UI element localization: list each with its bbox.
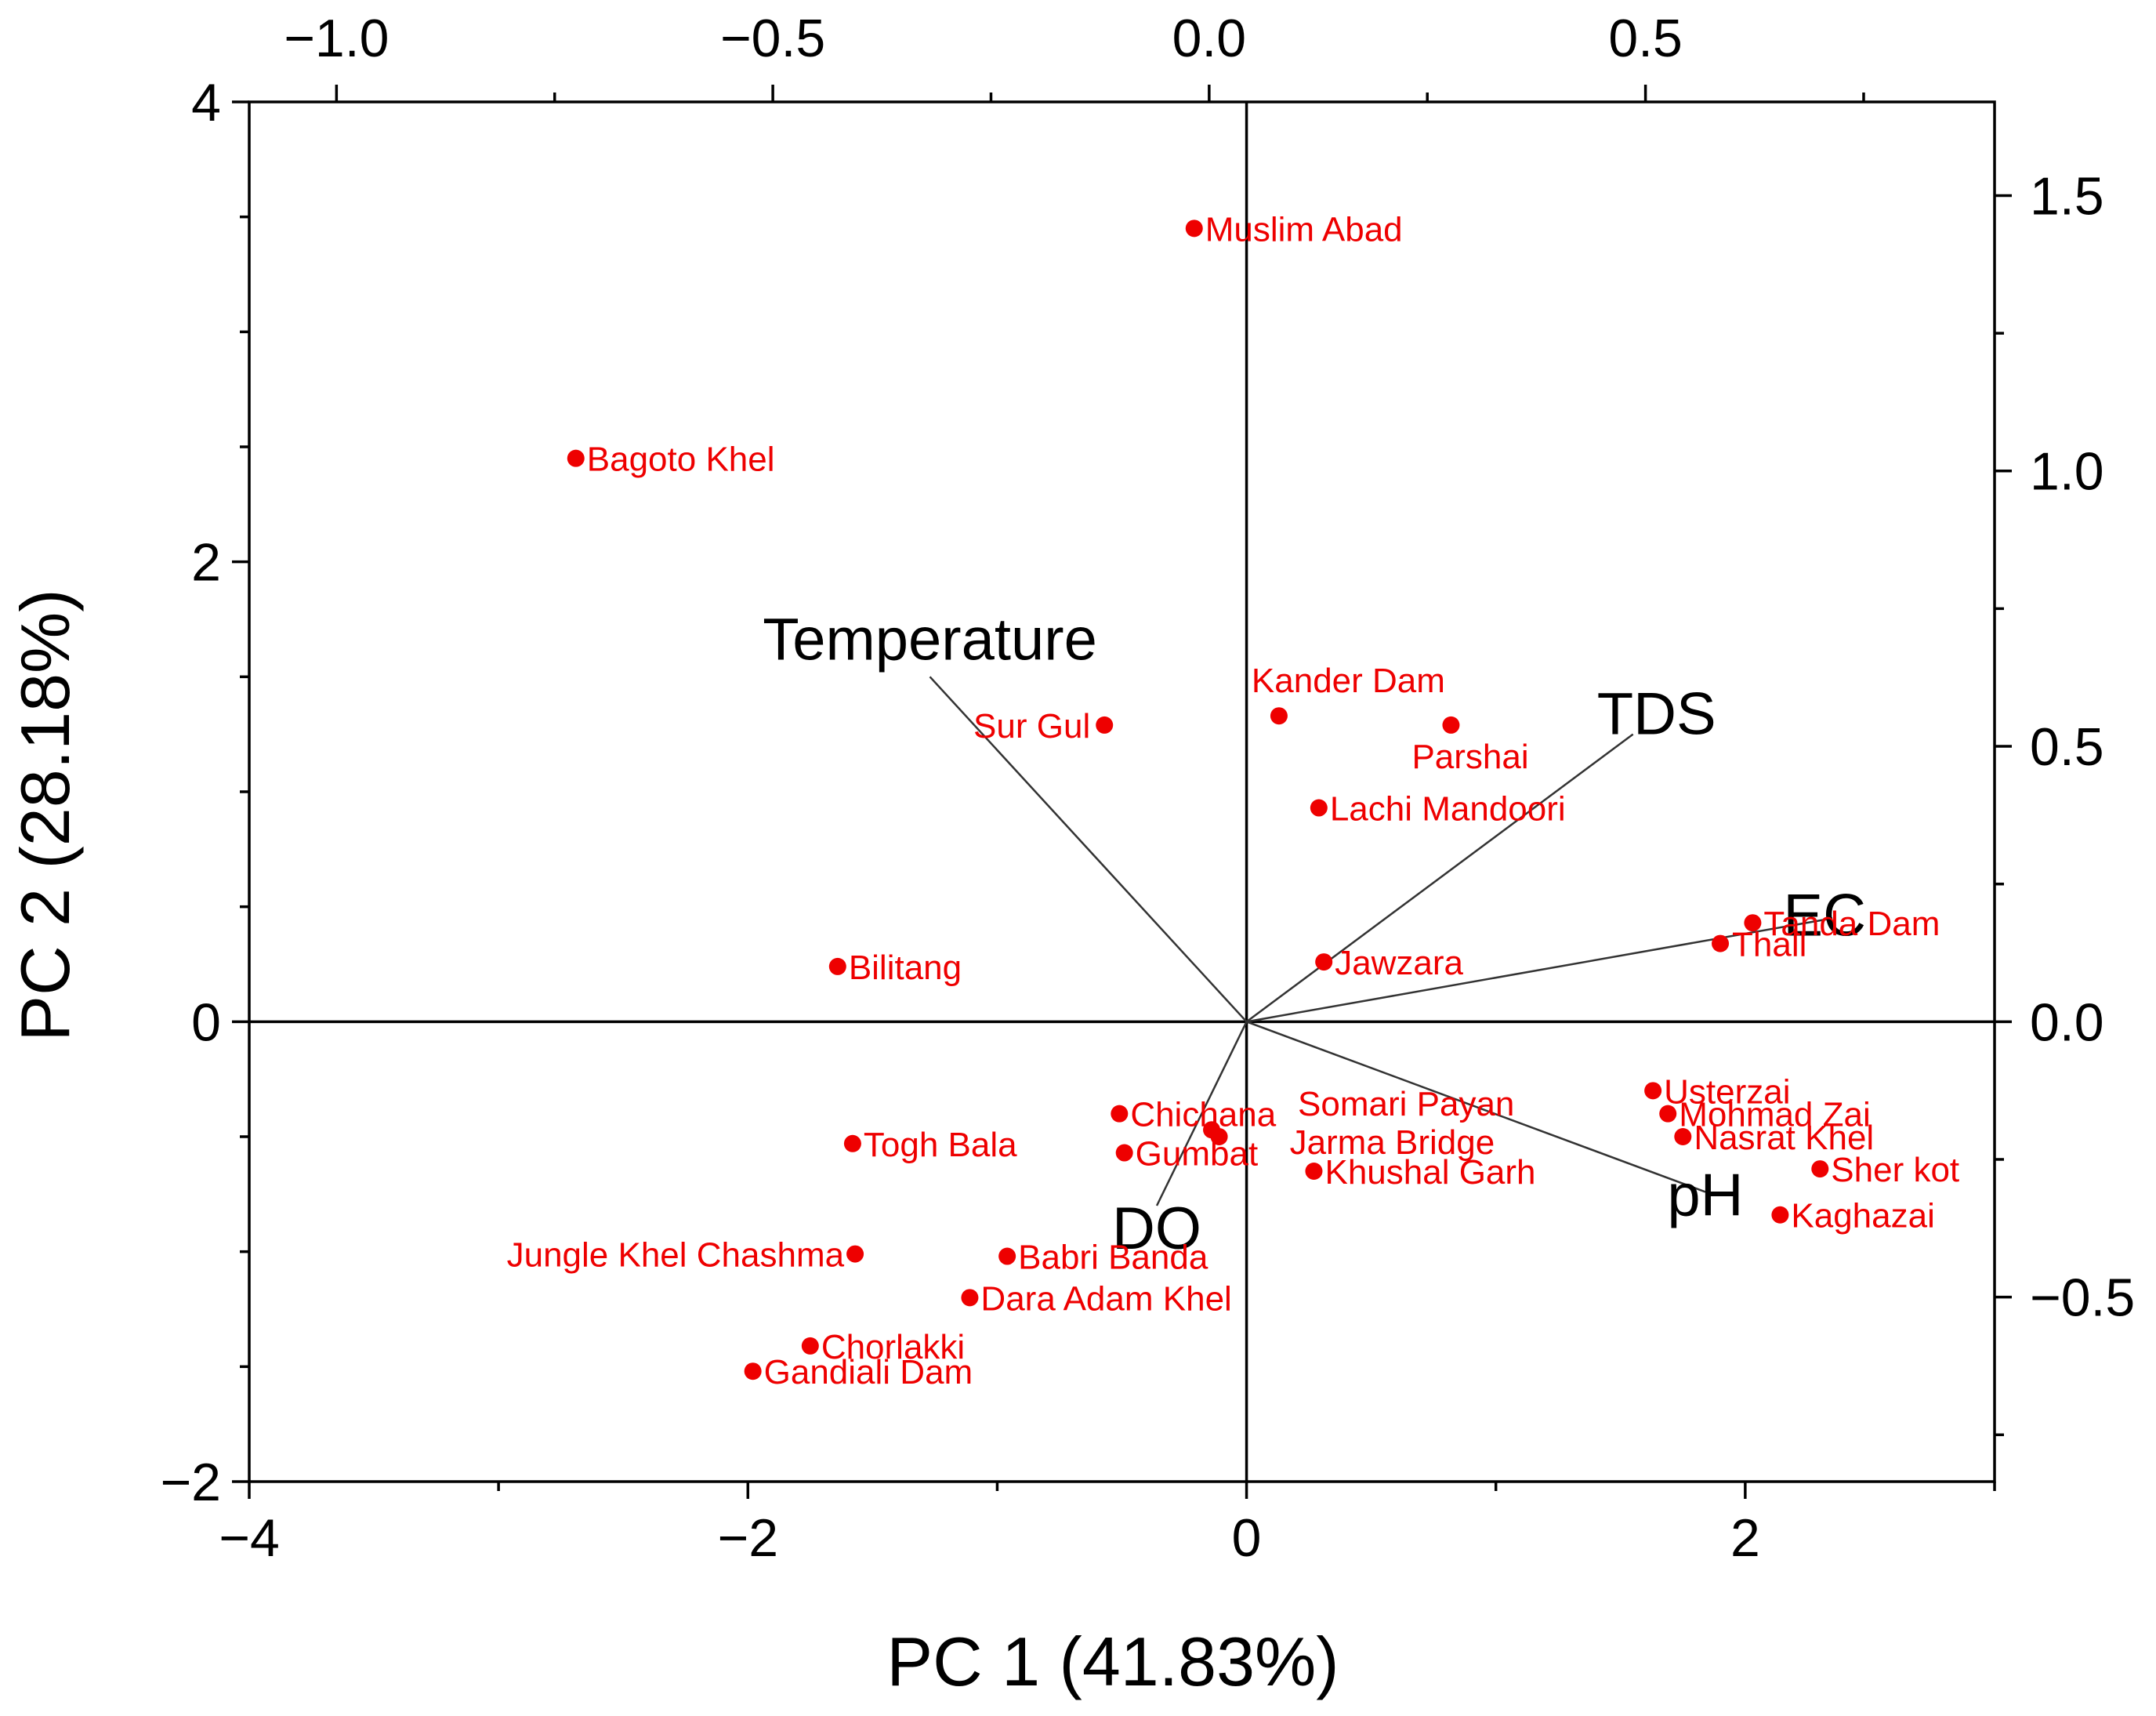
site-point xyxy=(1674,1128,1692,1145)
site-point xyxy=(801,1337,819,1355)
site-point xyxy=(961,1289,979,1307)
site-point xyxy=(567,449,585,467)
site-label: Mohmad Zai xyxy=(1679,1096,1871,1134)
site-point xyxy=(843,1134,861,1152)
site-point xyxy=(1115,1144,1133,1162)
site-label: Jungle Khel Chashma xyxy=(507,1236,845,1275)
loading-vector-line xyxy=(1246,917,1833,1023)
top-tick-label: −1.0 xyxy=(284,9,389,68)
site-label: Somari Payan xyxy=(1298,1085,1514,1123)
site-label: Chorlakki xyxy=(821,1328,965,1366)
site-point xyxy=(1310,799,1328,817)
loading-label: Temperature xyxy=(763,606,1097,673)
x-tick-label: −2 xyxy=(718,1508,779,1568)
loading-label: pH xyxy=(1667,1162,1743,1228)
x-tick-label: −4 xyxy=(219,1508,280,1568)
site-point xyxy=(1210,1128,1228,1145)
loading-vector-line xyxy=(1246,1021,1706,1193)
site-point xyxy=(1659,1105,1677,1123)
site-label: Thall xyxy=(1732,926,1806,964)
site-point xyxy=(1270,707,1288,725)
y-axis-title: PC 2 (28.18%) xyxy=(6,589,84,1041)
top-tick-label: 0.5 xyxy=(1608,9,1683,68)
site-points: Muslim Abad Bagoto Khel Sur Gul Kander Dam P… xyxy=(507,210,1960,1391)
y-tick-label: 4 xyxy=(191,73,221,132)
right-tick-label: 1.0 xyxy=(2030,442,2104,502)
top-tick-label: −0.5 xyxy=(720,9,825,68)
site-label: Usterzai xyxy=(1664,1072,1790,1111)
site-label: Gandiali Dam xyxy=(764,1353,973,1391)
x-tick-label: 0 xyxy=(1232,1508,1262,1568)
site-label: Muslim Abad xyxy=(1205,210,1403,249)
site-label: Khushal Garh xyxy=(1324,1153,1535,1192)
loading-label: DO xyxy=(1112,1195,1201,1262)
y-tick-label: 2 xyxy=(191,533,221,593)
site-point xyxy=(1744,914,1762,932)
site-label: Jarma Bridge xyxy=(1290,1123,1495,1162)
site-point xyxy=(998,1247,1016,1265)
site-label: Sher kot xyxy=(1831,1151,1959,1189)
site-label: Nasrat Khel xyxy=(1694,1119,1874,1157)
right-tick-label: 0.0 xyxy=(2030,992,2104,1052)
site-point xyxy=(1811,1160,1829,1178)
y-tick-label: −2 xyxy=(160,1453,221,1512)
site-point xyxy=(1442,716,1460,734)
loading-label: TDS xyxy=(1597,681,1716,748)
right-tick-label: 0.5 xyxy=(2030,717,2104,777)
site-point xyxy=(1771,1206,1789,1224)
loading-vectors: Temperature TDS EC pH DO xyxy=(763,606,1866,1262)
top-tick-label: 0.0 xyxy=(1172,9,1247,68)
site-label: Babri Banda xyxy=(1018,1239,1208,1277)
site-point xyxy=(846,1245,864,1263)
x-axis-title: PC 1 (41.83%) xyxy=(886,1623,1339,1700)
site-label: Gumbat xyxy=(1136,1135,1259,1174)
site-point xyxy=(1712,934,1730,952)
site-label: Bilitang xyxy=(849,949,962,987)
site-point xyxy=(1111,1105,1129,1123)
loading-vector-line xyxy=(1245,733,1634,1023)
site-point xyxy=(1315,953,1333,971)
site-label: Tanda Dam xyxy=(1763,905,1940,943)
site-label: Bagoto Khel xyxy=(587,441,775,479)
site-label: Dara Adam Khel xyxy=(980,1279,1231,1318)
loading-vector-line xyxy=(929,676,1248,1023)
site-label: Jawzara xyxy=(1335,944,1463,982)
zero-lines xyxy=(249,102,1995,1482)
site-point xyxy=(1644,1082,1662,1100)
x-tick-label: 2 xyxy=(1730,1508,1760,1568)
site-label: Lachi Mandoori xyxy=(1330,790,1566,829)
site-label: Parshai xyxy=(1411,738,1528,776)
site-point xyxy=(744,1362,762,1380)
site-point xyxy=(828,957,846,975)
right-tick-label: −0.5 xyxy=(2030,1268,2135,1328)
loading-vector-line xyxy=(1155,1021,1248,1206)
site-label: Togh Bala xyxy=(864,1126,1017,1164)
right-tick-label: 1.5 xyxy=(2030,166,2104,226)
site-point xyxy=(1185,219,1203,238)
site-label: Kander Dam xyxy=(1252,662,1445,700)
site-label: Kaghazai xyxy=(1791,1197,1934,1235)
site-point xyxy=(1096,716,1114,734)
loading-label: EC xyxy=(1783,882,1866,949)
site-label: Sur Gul xyxy=(973,707,1090,746)
site-point xyxy=(1305,1163,1323,1180)
y-tick-label: 0 xyxy=(191,992,221,1052)
